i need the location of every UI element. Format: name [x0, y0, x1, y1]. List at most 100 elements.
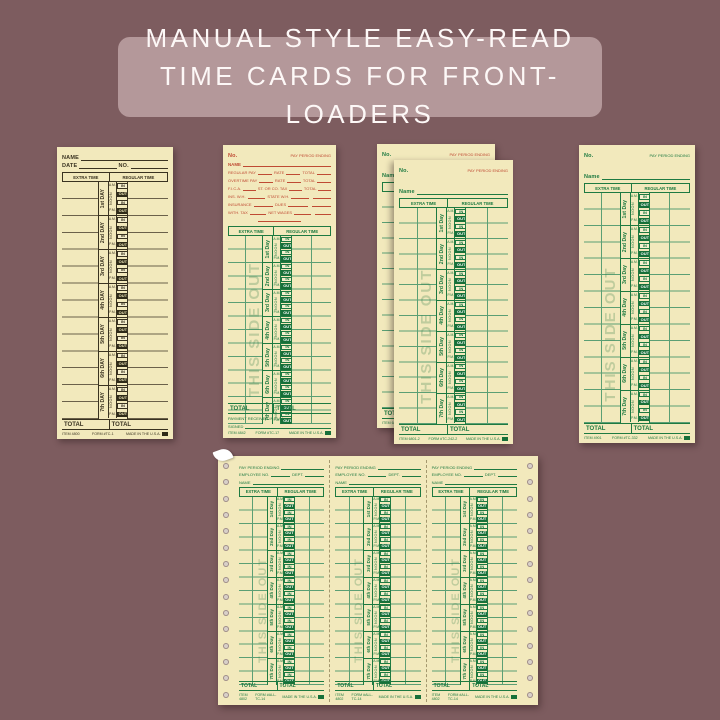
in-punch-box: IN — [281, 317, 292, 323]
payroll-label-c: TOTAL — [302, 178, 316, 183]
out-punch-box: OUT — [455, 308, 466, 315]
out-punch-box: OUT — [476, 516, 487, 522]
in-punch-box: IN — [476, 524, 487, 530]
day-label-col: 3rd Day — [268, 550, 277, 577]
made-in-usa: MADE IN THE U.S.A. — [466, 437, 508, 441]
in-punch-box: IN — [283, 537, 294, 543]
item-number: ITEM 4802 — [239, 693, 248, 701]
card-footer: ITEM 4802 FORM #ALL-TC-14 MADE IN THE U.S.… — [335, 691, 421, 701]
out-punch-box: OUT — [380, 665, 391, 671]
item-number: ITEM 4802 — [431, 693, 441, 701]
day-label-col: 5th Day — [263, 344, 274, 370]
out-punch-box: OUT — [638, 316, 649, 323]
pm-label: P.M. — [109, 343, 116, 348]
in-punch-box: IN — [380, 537, 391, 543]
day-label-col: 4th Day — [364, 577, 374, 604]
in-punch-box: IN — [638, 276, 649, 282]
am-label: A.M. — [108, 217, 116, 222]
regular-time-header: REGULAR TIME — [122, 174, 155, 180]
write-on-line — [601, 174, 690, 180]
feed-hole — [527, 463, 533, 469]
feed-hole — [527, 479, 533, 486]
made-in-usa: MADE IN THE U.S.A. — [475, 695, 517, 699]
am-label: A.M. — [469, 605, 477, 610]
in-punch-box: IN — [455, 239, 466, 246]
pm-label: P.M. — [373, 651, 381, 656]
in-punch-box: IN — [380, 672, 391, 678]
am-label: A.M. — [373, 578, 381, 583]
pm-label: P.M. — [631, 349, 638, 354]
in-punch-box: IN — [281, 290, 292, 296]
out-punch-box: OUT — [455, 385, 466, 392]
write-on-line — [498, 471, 517, 477]
in-punch-box: IN — [455, 270, 466, 277]
day-label-col: 4th Day — [461, 577, 470, 604]
extra-time-lines — [584, 193, 620, 423]
regular-time-total: TOTAL — [469, 681, 517, 690]
am-label: A.M. — [373, 497, 381, 502]
in-punch-box: IN — [476, 564, 487, 570]
feed-hole — [527, 593, 533, 600]
feed-hole — [527, 528, 533, 535]
day-label-col: 1st Day — [621, 193, 631, 225]
total-row: TOTAL TOTAL — [335, 680, 421, 691]
feed-hole — [223, 561, 229, 568]
day-label: 4th Day — [365, 582, 371, 599]
out-punch-box: OUT — [455, 231, 466, 237]
payroll-label-b: ST. OR CO. TAX — [257, 186, 288, 191]
extra-time-header: EXTRA TIME — [229, 227, 275, 235]
time-columns-header: EXTRA TIME REGULAR TIME — [228, 226, 331, 236]
write-on-line — [474, 464, 517, 470]
in-punch-box: IN — [281, 384, 292, 390]
card-footer: ITEM 4802 FORM #ALL-TC-14 MADE IN THE U.S.… — [432, 691, 517, 701]
out-punch-box: OUT — [281, 390, 292, 397]
am-label: A.M. — [447, 301, 455, 306]
day-row: 5th DAY A.M. NOON P.M. IN OUT IN OUT — [98, 317, 127, 352]
field-row: NAME — [335, 479, 421, 485]
day-label: 7th Day — [438, 399, 445, 418]
time-card-green-front: No. PAY PERIOD ENDING Name EXTRA TIME REGULA… — [394, 160, 513, 444]
out-punch-box: OUT — [283, 624, 294, 630]
am-label: A.M. — [469, 497, 477, 502]
day-label-col: 3rd Day — [263, 290, 274, 316]
in-punch-box: IN — [638, 210, 649, 216]
in-punch-box: IN — [476, 618, 487, 624]
write-on-line — [463, 471, 483, 477]
feed-hole — [527, 610, 533, 617]
regular-time-total: TOTAL — [372, 681, 421, 690]
day-label: 4th Day — [269, 582, 275, 599]
day-label-col: 2nd Day — [364, 523, 374, 550]
in-punch-box: IN — [380, 618, 391, 624]
noon-label: NOON — [470, 584, 475, 597]
regular-time-header: REGULAR TIME — [644, 185, 677, 191]
am-label: A.M. — [469, 659, 477, 664]
am-label: A.M. — [273, 290, 281, 295]
in-punch-box: IN — [380, 591, 391, 597]
in-punch-box: IN — [116, 199, 127, 206]
in-punch-box: IN — [476, 591, 487, 597]
out-punch-box: OUT — [283, 584, 294, 590]
field-row: No. PAY PERIOD ENDING — [584, 153, 690, 159]
out-punch-box: OUT — [380, 584, 391, 590]
form-number: FORM #ALL-TC-14 — [255, 693, 277, 701]
noon-label: NOON — [109, 327, 114, 341]
in-punch-box: IN — [455, 394, 466, 401]
out-punch-box: OUT — [281, 323, 292, 330]
in-punch-box: IN — [116, 386, 127, 393]
